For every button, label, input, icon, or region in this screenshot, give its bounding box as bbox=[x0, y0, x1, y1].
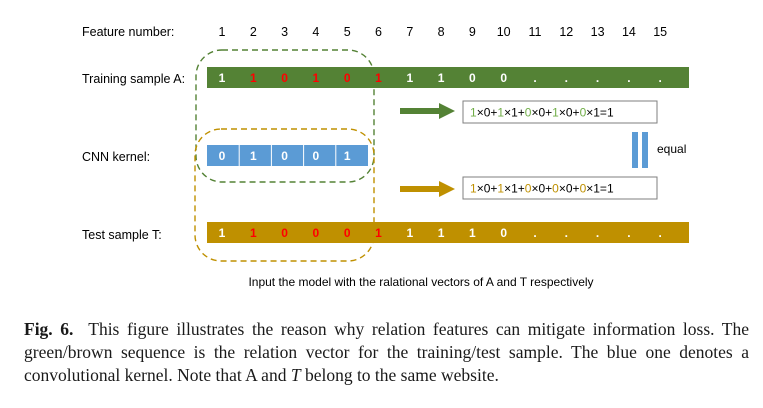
sample-cell-value: . bbox=[533, 71, 536, 85]
feature-number: 5 bbox=[344, 25, 351, 39]
feature-number-label: Feature number: bbox=[82, 25, 174, 39]
equation-term: 0 bbox=[580, 106, 587, 120]
equal-label: equal bbox=[657, 142, 686, 156]
test-arrow bbox=[400, 181, 455, 197]
sample-cell-value: 1 bbox=[219, 226, 226, 240]
sample-cell-value: 1 bbox=[313, 71, 320, 85]
feature-number: 11 bbox=[529, 25, 542, 39]
sample-cell-value: . bbox=[627, 226, 630, 240]
sample-cell-value: . bbox=[596, 226, 599, 240]
sample-cell-value: 1 bbox=[250, 71, 257, 85]
test-equation-box bbox=[462, 176, 658, 200]
equation-term: 0 bbox=[525, 106, 532, 120]
sample-cell-value: 1 bbox=[219, 71, 226, 85]
equation-term: 0 bbox=[525, 182, 532, 196]
sample-cell-value: . bbox=[565, 226, 568, 240]
equation-term: ×0+ bbox=[559, 106, 580, 120]
equation-term: 1 bbox=[470, 182, 477, 196]
sample-cell-value: 1 bbox=[469, 226, 476, 240]
test-sample-bar bbox=[207, 222, 689, 243]
sample-cell-value: . bbox=[659, 226, 662, 240]
test-sample-label: Test sample T: bbox=[82, 228, 162, 242]
feature-number: 9 bbox=[469, 25, 476, 39]
cnn-kernel-bar bbox=[207, 145, 368, 166]
training-window-outline bbox=[195, 49, 375, 183]
sample-cell-value: 0 bbox=[500, 226, 507, 240]
feature-number: 10 bbox=[497, 25, 511, 39]
sample-cell-value: . bbox=[533, 226, 536, 240]
feature-number: 6 bbox=[375, 25, 382, 39]
sample-cell-value: 0 bbox=[344, 71, 351, 85]
feature-number-row: 1 2 3 4 5 6 7 8 9 10 11 12 13 14 15 bbox=[219, 25, 668, 39]
equation-term: ×0+ bbox=[477, 182, 498, 196]
equation-term: ×0+ bbox=[559, 182, 580, 196]
equation-term: ×0+ bbox=[531, 106, 552, 120]
sample-cell-value: . bbox=[596, 71, 599, 85]
feature-number: 7 bbox=[406, 25, 413, 39]
caption-italic-t: T bbox=[290, 365, 301, 385]
equation-term: ×1=1 bbox=[586, 106, 614, 120]
sample-cell-value: 1 bbox=[406, 71, 413, 85]
training-sample-cells: 1 1 0 1 0 1 1 1 0 0..... bbox=[219, 71, 662, 85]
sample-cell-value: 1 bbox=[438, 71, 445, 85]
caption-text-1: This figure illustrates the reason why r… bbox=[24, 319, 749, 385]
equation-term: 1 bbox=[552, 106, 559, 120]
feature-number: 3 bbox=[281, 25, 288, 39]
sample-cell-value: 1 bbox=[250, 226, 257, 240]
equation-term: 0 bbox=[552, 182, 559, 196]
feature-number: 8 bbox=[438, 25, 445, 39]
equation-term: ×1+ bbox=[504, 106, 525, 120]
equation-term: 1 bbox=[470, 106, 477, 120]
kernel-cell-value: 1 bbox=[250, 149, 257, 163]
feature-number: 1 bbox=[219, 25, 226, 39]
equation-term: ×0+ bbox=[477, 106, 498, 120]
sample-cell-value: . bbox=[627, 71, 630, 85]
feature-number: 13 bbox=[591, 25, 605, 39]
kernel-cell-value: 1 bbox=[344, 149, 351, 163]
sample-cell-value: 1 bbox=[438, 226, 445, 240]
relation-feature-diagram: Feature number: Training sample A: CNN k… bbox=[82, 25, 689, 289]
test-equation: 1×0+1×1+0×0+0×0+0×1=1 bbox=[470, 182, 614, 196]
equation-term: ×1+ bbox=[504, 182, 525, 196]
sample-cell-value: . bbox=[659, 71, 662, 85]
sample-cell-value: 0 bbox=[469, 71, 476, 85]
equal-bar-left bbox=[632, 132, 638, 168]
sample-cell-value: 1 bbox=[375, 226, 382, 240]
equation-term: ×0+ bbox=[531, 182, 552, 196]
kernel-cell-value: 0 bbox=[281, 149, 288, 163]
sample-cell-value: 0 bbox=[281, 71, 288, 85]
test-sample-cells: 1 1 0 0 0 1 1 1 1 0..... bbox=[219, 226, 662, 240]
feature-number: 2 bbox=[250, 25, 257, 39]
feature-number: 15 bbox=[653, 25, 667, 39]
sample-cell-value: 0 bbox=[313, 226, 320, 240]
equation-term: 1 bbox=[497, 106, 504, 120]
sample-cell-value: 0 bbox=[344, 226, 351, 240]
kernel-cell-value: 0 bbox=[313, 149, 320, 163]
equation-term: 0 bbox=[580, 182, 587, 196]
kernel-cell-value: 0 bbox=[219, 149, 226, 163]
sample-cell-value: 1 bbox=[406, 226, 413, 240]
equation-term: ×1=1 bbox=[586, 182, 614, 196]
training-sample-label: Training sample A: bbox=[82, 72, 185, 86]
sample-cell-value: 0 bbox=[281, 226, 288, 240]
input-model-note: Input the model with the ralational vect… bbox=[248, 275, 593, 289]
sample-cell-value: 1 bbox=[375, 71, 382, 85]
caption-text-2: belong to the same website. bbox=[304, 365, 499, 385]
feature-number: 12 bbox=[559, 25, 573, 39]
training-equation: 1×0+1×1+0×0+1×0+0×1=1 bbox=[470, 106, 614, 120]
figure-caption: Fig. 6. This figure illustrates the reas… bbox=[24, 318, 749, 387]
figure-label: Fig. 6. bbox=[24, 319, 74, 339]
equal-bar-right bbox=[642, 132, 648, 168]
training-arrow bbox=[400, 103, 455, 119]
cnn-kernel-cells: 0 1 0 0 1 bbox=[219, 145, 351, 166]
training-equation-box bbox=[462, 100, 658, 124]
cnn-kernel-label: CNN kernel: bbox=[82, 150, 150, 164]
equation-term: 1 bbox=[497, 182, 504, 196]
sample-cell-value: 0 bbox=[500, 71, 507, 85]
sample-cell-value: . bbox=[565, 71, 568, 85]
test-window-outline bbox=[194, 128, 375, 262]
training-sample-bar bbox=[207, 67, 689, 88]
feature-number: 14 bbox=[622, 25, 636, 39]
feature-number: 4 bbox=[312, 25, 319, 39]
